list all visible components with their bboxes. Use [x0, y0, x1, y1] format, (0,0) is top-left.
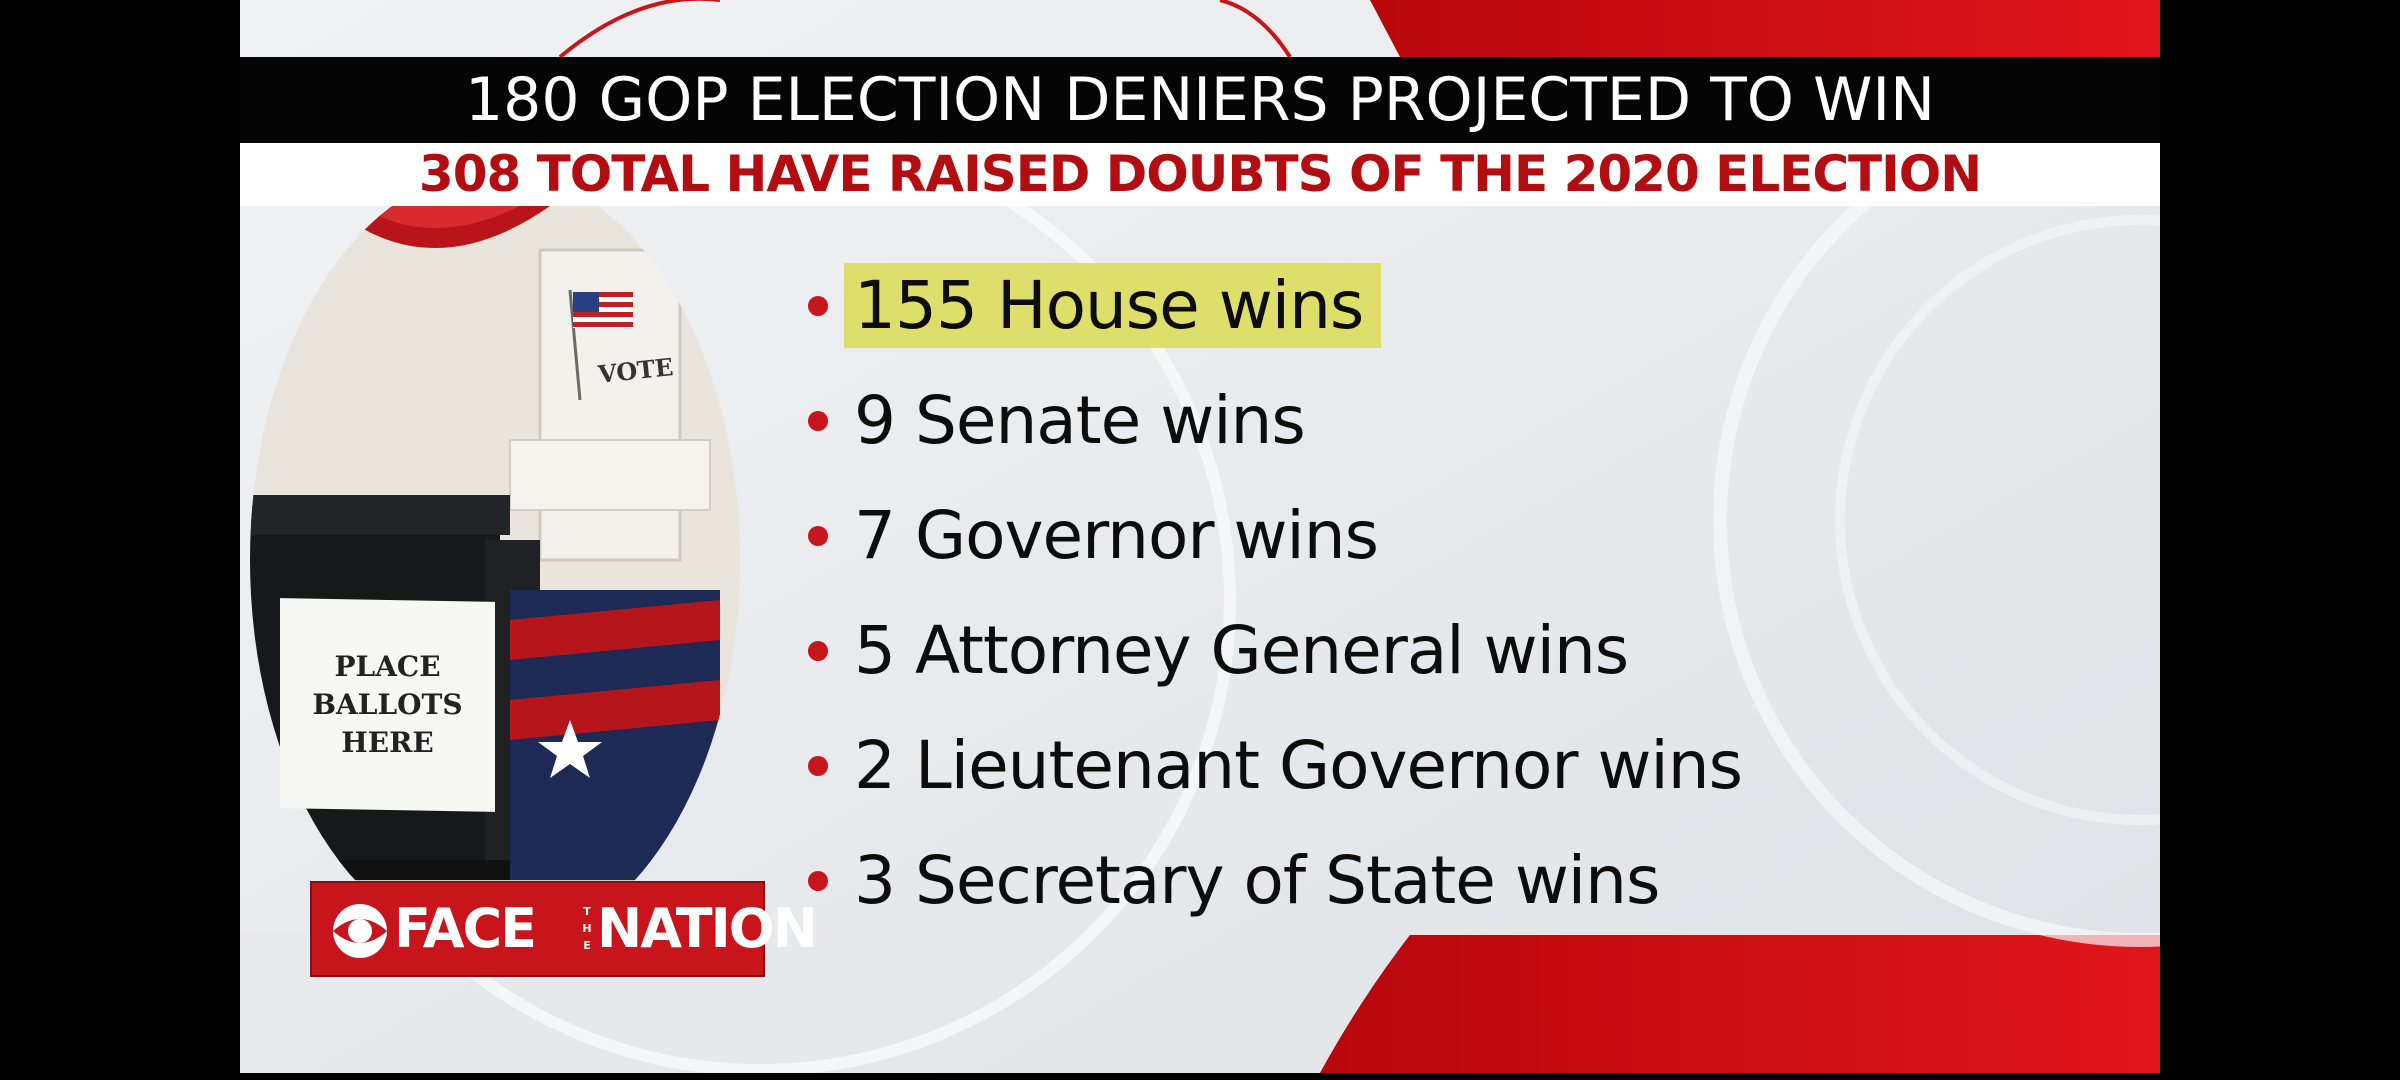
logo-nation-text: NATION — [597, 897, 818, 960]
bullet-text: 5 Attorney General wins — [854, 612, 1629, 689]
list-item: 155 House wins — [800, 248, 1900, 363]
headline: 180 GOP ELECTION DENIERS PROJECTED TO WI… — [465, 65, 1935, 135]
logo-face-text: FACE — [394, 897, 537, 960]
subheadline-bar — [240, 143, 2160, 206]
bullet-dot — [808, 410, 828, 431]
bullet-dot — [808, 755, 828, 776]
bullet-text: 2 Lieutenant Governor wins — [854, 727, 1743, 804]
bullet-text: 7 Governor wins — [854, 497, 1379, 574]
bullet-text: 9 Senate wins — [854, 382, 1306, 459]
list-item: 2 Lieutenant Governor wins — [800, 708, 1900, 823]
subheadline: 308 TOTAL HAVE RAISED DOUBTS OF THE 2020… — [418, 145, 1982, 203]
ballot-sign-text: PLACE BALLOTS HERE — [312, 650, 463, 759]
bullet-list: 155 House wins 9 Senate wins 7 Governor … — [800, 248, 1900, 938]
bullet-text: 3 Secretary of State wins — [854, 842, 1660, 919]
cbs-eye-icon — [333, 904, 387, 958]
bullet-text-highlighted: 155 House wins — [844, 263, 1382, 348]
bullet-dot — [808, 640, 828, 661]
bullet-dot — [808, 525, 828, 546]
list-item: 7 Governor wins — [800, 478, 1900, 593]
list-item: 9 Senate wins — [800, 363, 1900, 478]
bullet-dot — [808, 870, 828, 891]
list-item: 3 Secretary of State wins — [800, 823, 1900, 938]
bullet-dot — [808, 295, 828, 316]
broadcast-graphic: PLACE BALLOTS HERE VOTE 180 GOP ELECTION… — [240, 0, 2160, 1073]
headline-bar — [240, 57, 2160, 143]
list-item: 5 Attorney General wins — [800, 593, 1900, 708]
